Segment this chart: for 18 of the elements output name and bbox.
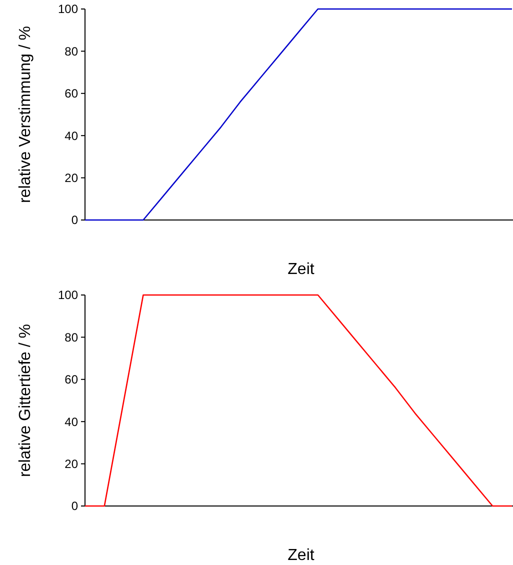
y-tick-label: 40 [64,128,78,143]
y-axis-title: relative Gittertiefe / % [17,324,34,477]
y-tick-label: 100 [58,288,78,302]
y-tick-label: 20 [64,171,78,185]
y-tick-label: 60 [64,372,78,387]
y-tick-label: 0 [71,213,78,228]
x-axis-title: Zeit [288,261,315,278]
line-series [84,294,513,507]
y-tick-label: 0 [71,499,78,514]
y-tick-label: 80 [64,44,78,58]
y-tick-label: 40 [64,414,78,429]
y-tick-label: 100 [58,2,78,16]
x-axis-title: Zeit [288,547,315,564]
y-tick-label: 20 [64,457,78,471]
y-tick-label: 60 [64,86,78,101]
y-axis-title: relative Verstimmung / % [17,26,34,203]
y-tick-label: 80 [64,330,78,344]
line-series [84,8,513,221]
